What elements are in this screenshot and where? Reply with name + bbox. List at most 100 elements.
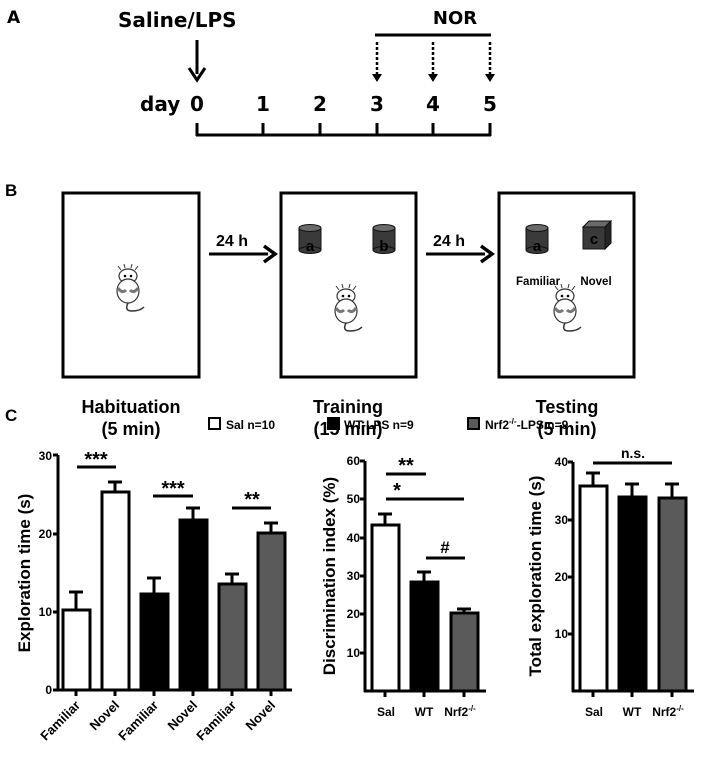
bar-wt-familiar [139,592,170,692]
y-axis-label: Total exploration time (s) [526,476,545,677]
object-c-cube-icon [581,219,613,251]
bar-wt [409,580,440,693]
svg-text:3: 3 [370,92,384,116]
y-axis-label: Exploration time (s) [15,494,34,653]
object-a-label: a [533,238,542,255]
svg-text:Sal: Sal [585,705,603,719]
panel-b: B 24 h a b 24 h a c Familiar Novel Habit… [5,181,636,439]
svg-text:60: 60 [347,454,361,468]
svg-text:10: 10 [347,646,361,660]
svg-text:20: 20 [555,570,569,584]
svg-text:0: 0 [45,683,52,697]
bar-wt [617,495,648,693]
svg-text:30: 30 [347,569,361,583]
y-tick-labels: 10 20 30 40 50 60 [347,454,361,660]
chart-exploration-time: Exploration time (s) 0 10 20 30 [15,449,292,743]
axes [53,453,292,696]
svg-text:Novel: Novel [86,698,122,734]
svg-text:**: ** [398,455,414,477]
panel-c-label: C [5,406,17,425]
arena-training [279,191,418,379]
legend-swatch-nrf2-lps [467,417,480,430]
y-tick-labels: 10 20 30 40 [555,455,569,641]
svg-text:***: *** [161,478,185,500]
svg-text:Sal: Sal [377,705,395,719]
bar-sal [578,484,609,693]
panel-b-label: B [5,181,17,200]
object-b-label: b [379,238,388,255]
svg-text:2: 2 [313,92,327,116]
bar-sal-familiar [61,608,92,692]
significance-markers: *** *** ** [77,449,271,511]
svg-text:20: 20 [39,527,53,541]
legend: Sal n=10 WT-LPS n=9 Nrf2-/--LPS n=9 [208,417,569,432]
object-c-label: c [590,231,598,248]
legend-swatch-wt-lps [327,417,340,430]
svg-text:Familiar: Familiar [193,698,239,744]
legend-label-nrf2-lps: Nrf2-/--LPS n=9 [485,417,569,432]
svg-text:*: * [393,480,401,502]
novel-label: Novel [580,276,611,288]
chart-total-exploration-time: Total exploration time (s) 10 20 30 40 [526,445,694,719]
svg-text:Novel: Novel [164,698,200,734]
bar-nrf2 [449,611,480,693]
svg-text:10: 10 [555,627,569,641]
svg-text:30: 30 [39,449,53,463]
bar-nrf2-novel [256,531,287,692]
object-a-label: a [306,238,315,255]
day-numbers: 0 1 2 3 4 5 [190,92,497,116]
bar-nrf2 [657,496,688,693]
bars [61,480,287,692]
day-prefix: day [140,92,180,116]
svg-text:Familiar: Familiar [37,698,83,744]
significance-markers: n.s. [593,445,672,465]
svg-text:0: 0 [190,92,204,116]
bar-sal-novel [100,490,131,692]
significance-markers: ** * # [386,455,465,560]
panel-c: C Sal n=10 WT-LPS n=9 Nrf2-/--LPS n=9 Ex… [5,406,694,743]
panel-a-label: A [7,8,21,28]
svg-text:Familiar: Familiar [115,698,161,744]
svg-text:Nrf2-/-: Nrf2-/- [652,704,684,719]
svg-text:n.s.: n.s. [621,445,645,461]
svg-text:**: ** [244,489,260,511]
svg-text:5: 5 [483,92,497,116]
interval-1-label: 24 h [216,233,248,250]
stage-habituation-duration: (5 min) [101,419,160,439]
x-tick-labels: Sal WT Nrf2-/- [585,704,684,719]
legend-label-wt-lps: WT-LPS n=9 [344,418,414,432]
svg-text:WT: WT [415,705,434,719]
svg-text:40: 40 [347,531,361,545]
bar-wt-novel [178,518,209,692]
y-axis-label: Discrimination index (%) [320,477,339,675]
timeline-axis [195,123,492,137]
nor-label: NOR [433,8,477,29]
svg-text:4: 4 [426,92,440,116]
svg-text:20: 20 [347,607,361,621]
stage-testing-duration: (5 min) [537,419,596,439]
svg-text:Nrf2-/-: Nrf2-/- [444,704,476,719]
bars [578,471,688,693]
bar-nrf2-familiar [217,582,248,692]
bars [370,512,480,693]
svg-text:30: 30 [555,513,569,527]
svg-text:WT: WT [623,705,642,719]
stage-training-name: Training [313,397,383,417]
svg-text:50: 50 [347,492,361,506]
panel-a: A Saline/LPS NOR day 0 1 2 3 4 5 [7,8,497,137]
stage-testing-name: Testing [536,397,599,417]
svg-text:1: 1 [256,92,270,116]
legend-label-sal: Sal n=10 [226,418,275,432]
interval-2-label: 24 h [433,233,465,250]
nor-dashed-arrows-icon [375,42,492,75]
svg-text:10: 10 [39,605,53,619]
x-tick-labels: Sal WT Nrf2-/- [377,704,476,719]
chart-discrimination-index: Discrimination index (%) 10 20 30 40 50 … [320,454,486,719]
svg-text:#: # [440,538,450,557]
bar-sal [370,523,401,693]
familiar-label: Familiar [516,276,561,288]
svg-text:40: 40 [555,455,569,469]
stage-habituation-name: Habituation [82,397,181,417]
y-tick-labels: 0 10 20 30 [39,449,53,697]
